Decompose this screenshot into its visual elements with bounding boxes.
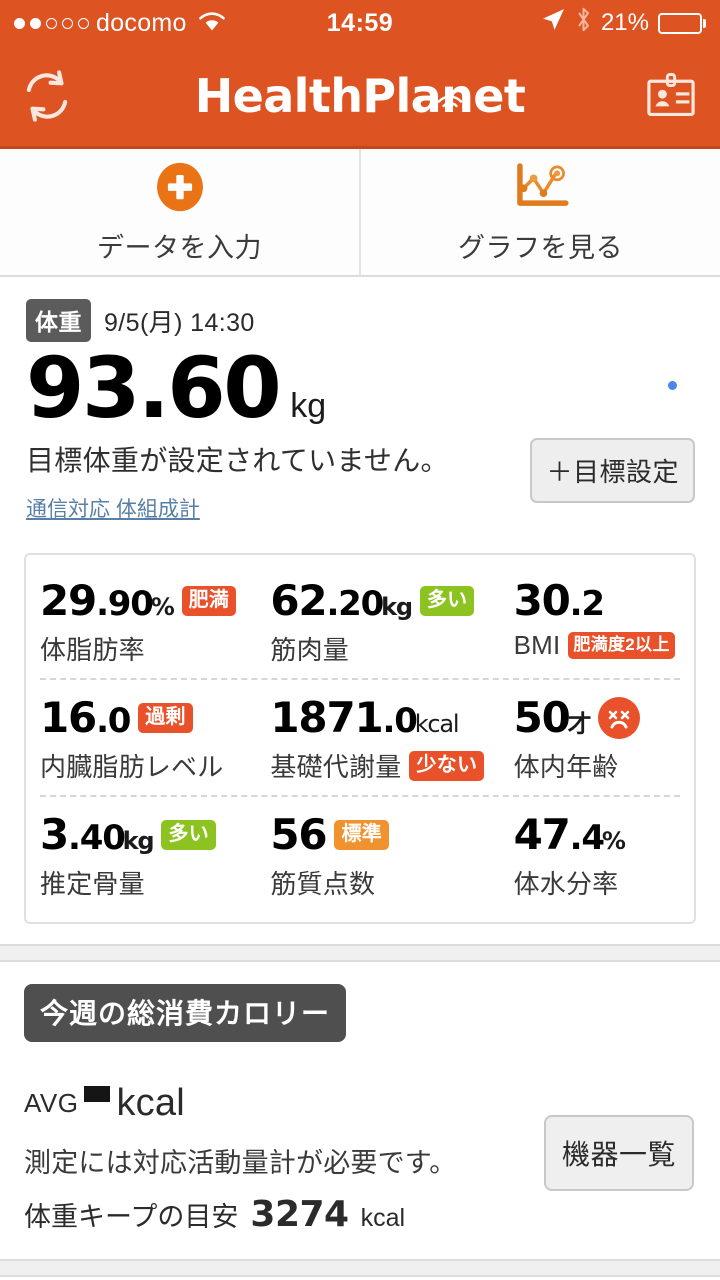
metric-value: 1871.0kcal [270,693,459,743]
device-link[interactable]: 通信対応 体組成計 [26,498,200,522]
calories-average-row: AVG kcal [24,1082,696,1125]
section-divider [0,1259,720,1278]
weight-value: 93.60 [26,339,282,437]
metric-bone-mass[interactable]: 3.40kg 多い 推定骨量 [40,810,270,901]
metric-value: 47.4% [513,810,626,860]
status-bar-left: docomo [14,9,227,38]
page-title: HealthPlanet [195,69,526,123]
weight-unit: kg [290,387,327,425]
metric-muscle-mass[interactable]: 62.20kg 多い 筋肉量 [270,576,513,667]
goal-message: 目標体重が設定されていません。 [26,445,449,477]
tab-view-graph[interactable]: グラフを見る [359,149,720,275]
metric-label: 筋質点数 [270,869,376,900]
metric-visceral-fat[interactable]: 16.0 過剰 内臓脂肪レベル [40,693,270,784]
metric-value: 16.0 [40,693,131,743]
metric-label: 推定骨量 [40,869,145,900]
metrics-row: 29.90% 肥満 体脂肪率 62.20kg 多い 筋肉量 30.2 [40,563,680,678]
keep-label: 体重キープの目安 [24,1202,239,1233]
signal-strength-icon [14,17,89,29]
avg-unit: kcal [116,1082,185,1125]
metric-body-age[interactable]: 50才 体内年齢 [514,693,680,784]
status-indicator-dot [668,381,677,390]
plus-circle-icon [152,159,208,220]
metric-body-water[interactable]: 47.4% 体水分率 [514,810,680,901]
metric-label: 体水分率 [513,869,619,900]
metric-badge: 肥満 [181,585,237,616]
metrics-row: 3.40kg 多い 推定骨量 56 標準 筋質点数 47.4% [40,795,680,912]
metric-badge: 過剰 [138,702,193,733]
metric-label: BMI [513,630,561,661]
weight-type-chip: 体重 [26,299,91,342]
tab-input-data[interactable]: データを入力 [0,149,359,275]
keep-value: 3274 [250,1194,349,1236]
metric-label: 体内年齢 [513,752,619,783]
metric-badge: 多い [161,819,217,850]
sync-icon[interactable] [18,67,76,125]
battery-percent-label: 21% [600,9,649,36]
metric-badge: 肥満度2以上 [568,632,675,659]
line-chart-icon [510,159,572,220]
metric-body-fat[interactable]: 29.90% 肥満 体脂肪率 [40,576,270,667]
wifi-icon [197,10,227,37]
weight-value-row: 93.60 kg [26,339,694,437]
bluetooth-icon [575,6,592,40]
metric-badge: 少ない [409,750,485,781]
status-bar-right: 21% [541,6,706,40]
id-card-icon[interactable] [644,69,698,123]
metric-value: 3.40kg [40,810,155,860]
steps-section: 今週の歩数 [0,1277,720,1280]
header-divider [0,146,720,149]
metric-label: 基礎代謝量 [270,752,402,783]
keep-unit: kcal [360,1204,406,1233]
metric-value: 56 [270,810,327,860]
calories-note: 測定には対応活動量計が必要です。 [24,1148,457,1179]
metric-label: 内臓脂肪レベル [40,752,224,783]
avg-empty-value-placeholder [84,1085,111,1102]
weight-header-row: 体重 9/5(月) 14:30 [26,299,694,342]
metric-label: 筋肉量 [270,635,349,666]
avg-label: AVG [24,1088,79,1119]
metric-basal-metabolism[interactable]: 1871.0kcal 基礎代謝量 少ない [270,693,513,784]
metrics-row: 16.0 過剰 内臓脂肪レベル 1871.0kcal 基礎代謝量 少ない [40,678,680,795]
metric-badge: 多い [419,585,475,616]
weight-measured-date: 9/5(月) 14:30 [104,308,255,337]
metric-value: 62.20kg [270,576,413,626]
calories-keep-row: 体重キープの目安 3274 kcal [24,1194,696,1235]
status-bar: docomo 14:59 21% [0,0,720,46]
metric-muscle-quality[interactable]: 56 標準 筋質点数 [270,810,513,901]
metrics-section: 29.90% 肥満 体脂肪率 62.20kg 多い 筋肉量 30.2 [0,539,720,945]
action-tabs: データを入力 グラフを見る [0,149,720,275]
metric-value: 29.90% [40,576,175,626]
metric-bmi[interactable]: 30.2 BMI 肥満度2以上 [514,576,680,661]
set-goal-button[interactable]: ＋目標設定 [530,438,695,504]
metric-badge: 標準 [334,819,390,850]
title-wifi-icon [437,67,463,121]
page-title-text: HealthPlanet [194,69,526,123]
weight-panel: 体重 9/5(月) 14:30 93.60 kg 目標体重が設定されていません。… [0,277,720,540]
location-arrow-icon [541,7,566,39]
calories-section-title: 今週の総消費カロリー [24,984,347,1043]
sad-face-icon [598,696,641,739]
tab-view-graph-label: グラフを見る [458,233,623,263]
metric-value: 30.2 [513,576,605,626]
device-list-button[interactable]: 機器一覧 [543,1115,694,1192]
metric-label: 体脂肪率 [40,635,145,666]
carrier-name: docomo [96,8,187,37]
tabs-divider [0,275,720,277]
app-header: HealthPlanet [0,46,720,146]
calories-section: 今週の総消費カロリー AVG kcal 測定には対応活動量計が必要です。 体重キ… [0,962,720,1260]
section-divider [0,944,720,963]
tab-input-data-label: データを入力 [97,233,262,263]
weight-goal-row: 目標体重が設定されていません。 [26,439,694,479]
metric-value: 50才 [513,693,592,743]
battery-icon [658,12,706,34]
metrics-card: 29.90% 肥満 体脂肪率 62.20kg 多い 筋肉量 30.2 [24,553,696,925]
